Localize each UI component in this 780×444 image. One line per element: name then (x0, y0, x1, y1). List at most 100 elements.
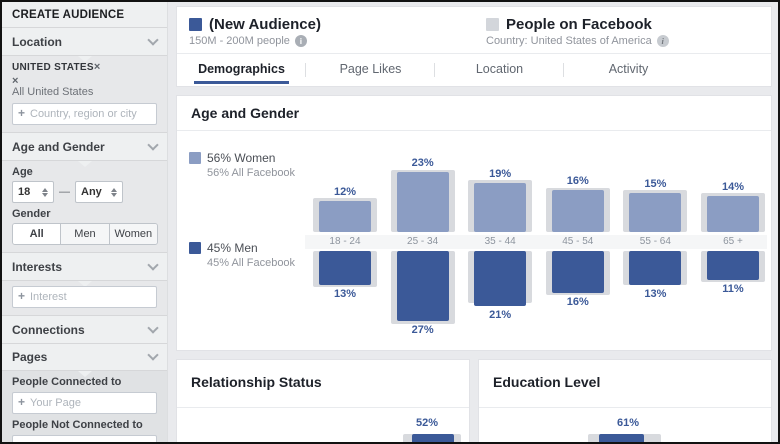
comparison-color-swatch (486, 18, 499, 31)
create-audience-sidebar: CREATE AUDIENCE Location UNITED STATES× … (2, 2, 168, 442)
men-legend-swatch (189, 242, 201, 254)
bar-men (474, 251, 527, 306)
age-category-label: 18 - 24 (329, 236, 361, 247)
education-level-card: Education Level 61% (478, 359, 772, 442)
age-category-label: 25 - 34 (407, 236, 439, 247)
gender-women-button[interactable]: Women (108, 224, 157, 244)
top-value-label: 61% (616, 417, 640, 429)
pages-panel: People Connected to + People Not Connect… (2, 370, 167, 442)
gender-all-button[interactable]: All (13, 224, 61, 244)
tab-bar: Demographics Page Likes Location Activit… (177, 53, 771, 86)
bar-women (551, 190, 604, 232)
value-label-men: 21% (489, 308, 512, 321)
age-category-label: 35 - 44 (484, 236, 516, 247)
education-card-title: Education Level (493, 374, 601, 390)
tab-location[interactable]: Location (435, 54, 564, 86)
pages-header-label: Pages (12, 350, 48, 364)
age-group-4: 16% 45 - 54 16% (545, 131, 610, 350)
age-gender-panel: Age 18 — Any Gender All Men Wom (2, 160, 167, 253)
age-group-6: 14% 65 + 11% (700, 131, 765, 350)
location-scope-label: All United States (12, 86, 94, 98)
value-label-men: 13% (644, 287, 667, 300)
close-icon[interactable]: × (12, 75, 19, 87)
interest-search-input[interactable] (12, 286, 157, 308)
men-share-label: 45% Men (207, 241, 258, 255)
age-max-select[interactable]: Any (75, 181, 123, 203)
selected-region-chip: UNITED STATES× (12, 61, 101, 73)
info-icon[interactable]: i (656, 35, 669, 47)
tab-demographics[interactable]: Demographics (177, 54, 306, 86)
value-label-women: 15% (644, 178, 667, 190)
education-chart: 61% (479, 408, 771, 442)
bar-women (474, 182, 527, 232)
age-group-2: 23% 25 - 34 27% (390, 131, 455, 350)
gender-men-button[interactable]: Men (60, 224, 109, 244)
age-axis-band (305, 235, 767, 249)
interests-header-label: Interests (12, 259, 63, 274)
age-min-select[interactable]: 18 (12, 181, 54, 203)
value-label-women: 19% (489, 167, 512, 180)
gender-segmented-control: All Men Women (12, 223, 158, 245)
tab-activity[interactable]: Activity (608, 62, 649, 76)
chevron-down-icon (147, 138, 159, 151)
section-header-location[interactable]: Location (2, 28, 167, 55)
people-connected-label: People Connected to (12, 376, 122, 388)
section-header-connections[interactable]: Connections (2, 316, 167, 343)
comparison-audience-header: People on Facebook Country: United State… (474, 7, 771, 53)
legend-men: 45% Men 45% All Facebook (189, 241, 304, 269)
location-search-input[interactable] (12, 103, 157, 125)
value-label-women: 16% (566, 175, 589, 188)
bar-women (629, 193, 682, 232)
relationship-chart: 52% (177, 408, 469, 442)
sidebar-title: CREATE AUDIENCE (2, 2, 167, 28)
age-gender-groups: 12% 18 - 24 13% 23% 25 - 34 27% 19% 35 - 44 21% 1… (313, 131, 765, 350)
men-benchmark-label: 45% All Facebook (207, 257, 296, 269)
bar-women (319, 200, 371, 232)
age-group-5: 15% 55 - 64 13% (623, 131, 688, 350)
age-category-label: 45 - 54 (562, 236, 594, 247)
section-header-age-gender[interactable]: Age and Gender (2, 133, 167, 160)
audience-header-card: (New Audience) 150M - 200M people i Peop… (176, 6, 772, 87)
select-arrows-icon (111, 187, 117, 197)
value-label-men: 16% (566, 295, 589, 308)
women-share-label: 56% Women (207, 151, 276, 165)
audience-size-label: 150M - 200M people (189, 35, 290, 47)
clear-row: × (12, 75, 157, 87)
age-gender-chart: 12% 18 - 24 13% 23% 25 - 34 27% 19% 35 - 44 21% 1… (305, 131, 767, 350)
top-value-label: 52% (415, 417, 439, 429)
value-label-women: 12% (333, 185, 357, 198)
value-bar (599, 434, 644, 442)
value-label-men: 13% (333, 287, 357, 300)
age-group-1: 12% 18 - 24 13% (313, 131, 377, 350)
section-header-interests[interactable]: Interests (2, 253, 167, 280)
remove-region-icon[interactable]: × (93, 61, 101, 73)
interests-panel: + (2, 280, 167, 316)
value-label-women: 14% (721, 180, 744, 193)
bar-men (396, 251, 449, 322)
relationship-status-card: Relationship Status 52% (176, 359, 470, 442)
section-header-pages[interactable]: Pages (2, 343, 167, 370)
age-gender-card: Age and Gender 56% Women 56% All Faceboo… (176, 95, 772, 351)
age-gender-card-title: Age and Gender (191, 105, 300, 121)
legend-women: 56% Women 56% All Facebook (189, 151, 304, 179)
main-content: (New Audience) 150M - 200M people i Peop… (176, 6, 772, 442)
info-icon[interactable]: i (294, 35, 307, 47)
value-label-women: 23% (411, 157, 434, 170)
location-panel: UNITED STATES× × All United States + (2, 55, 167, 133)
tab-page-likes[interactable]: Page Likes (306, 54, 435, 86)
comparison-title: People on Facebook (506, 16, 652, 33)
your-page-input[interactable] (12, 392, 157, 414)
bar-men (629, 251, 682, 285)
comparison-country-label: Country: United States of America (486, 35, 652, 47)
audience-title: (New Audience) (209, 16, 321, 33)
age-category-label: 65 + (723, 236, 743, 247)
women-legend-swatch (189, 152, 201, 164)
chevron-down-icon (147, 349, 159, 361)
not-connected-page-input[interactable] (12, 435, 157, 442)
age-range-separator: — (59, 186, 70, 198)
new-audience-header: (New Audience) 150M - 200M people i (177, 7, 474, 53)
gender-label: Gender (12, 208, 51, 220)
value-label-men: 27% (411, 324, 434, 337)
location-header-label: Location (12, 34, 62, 49)
